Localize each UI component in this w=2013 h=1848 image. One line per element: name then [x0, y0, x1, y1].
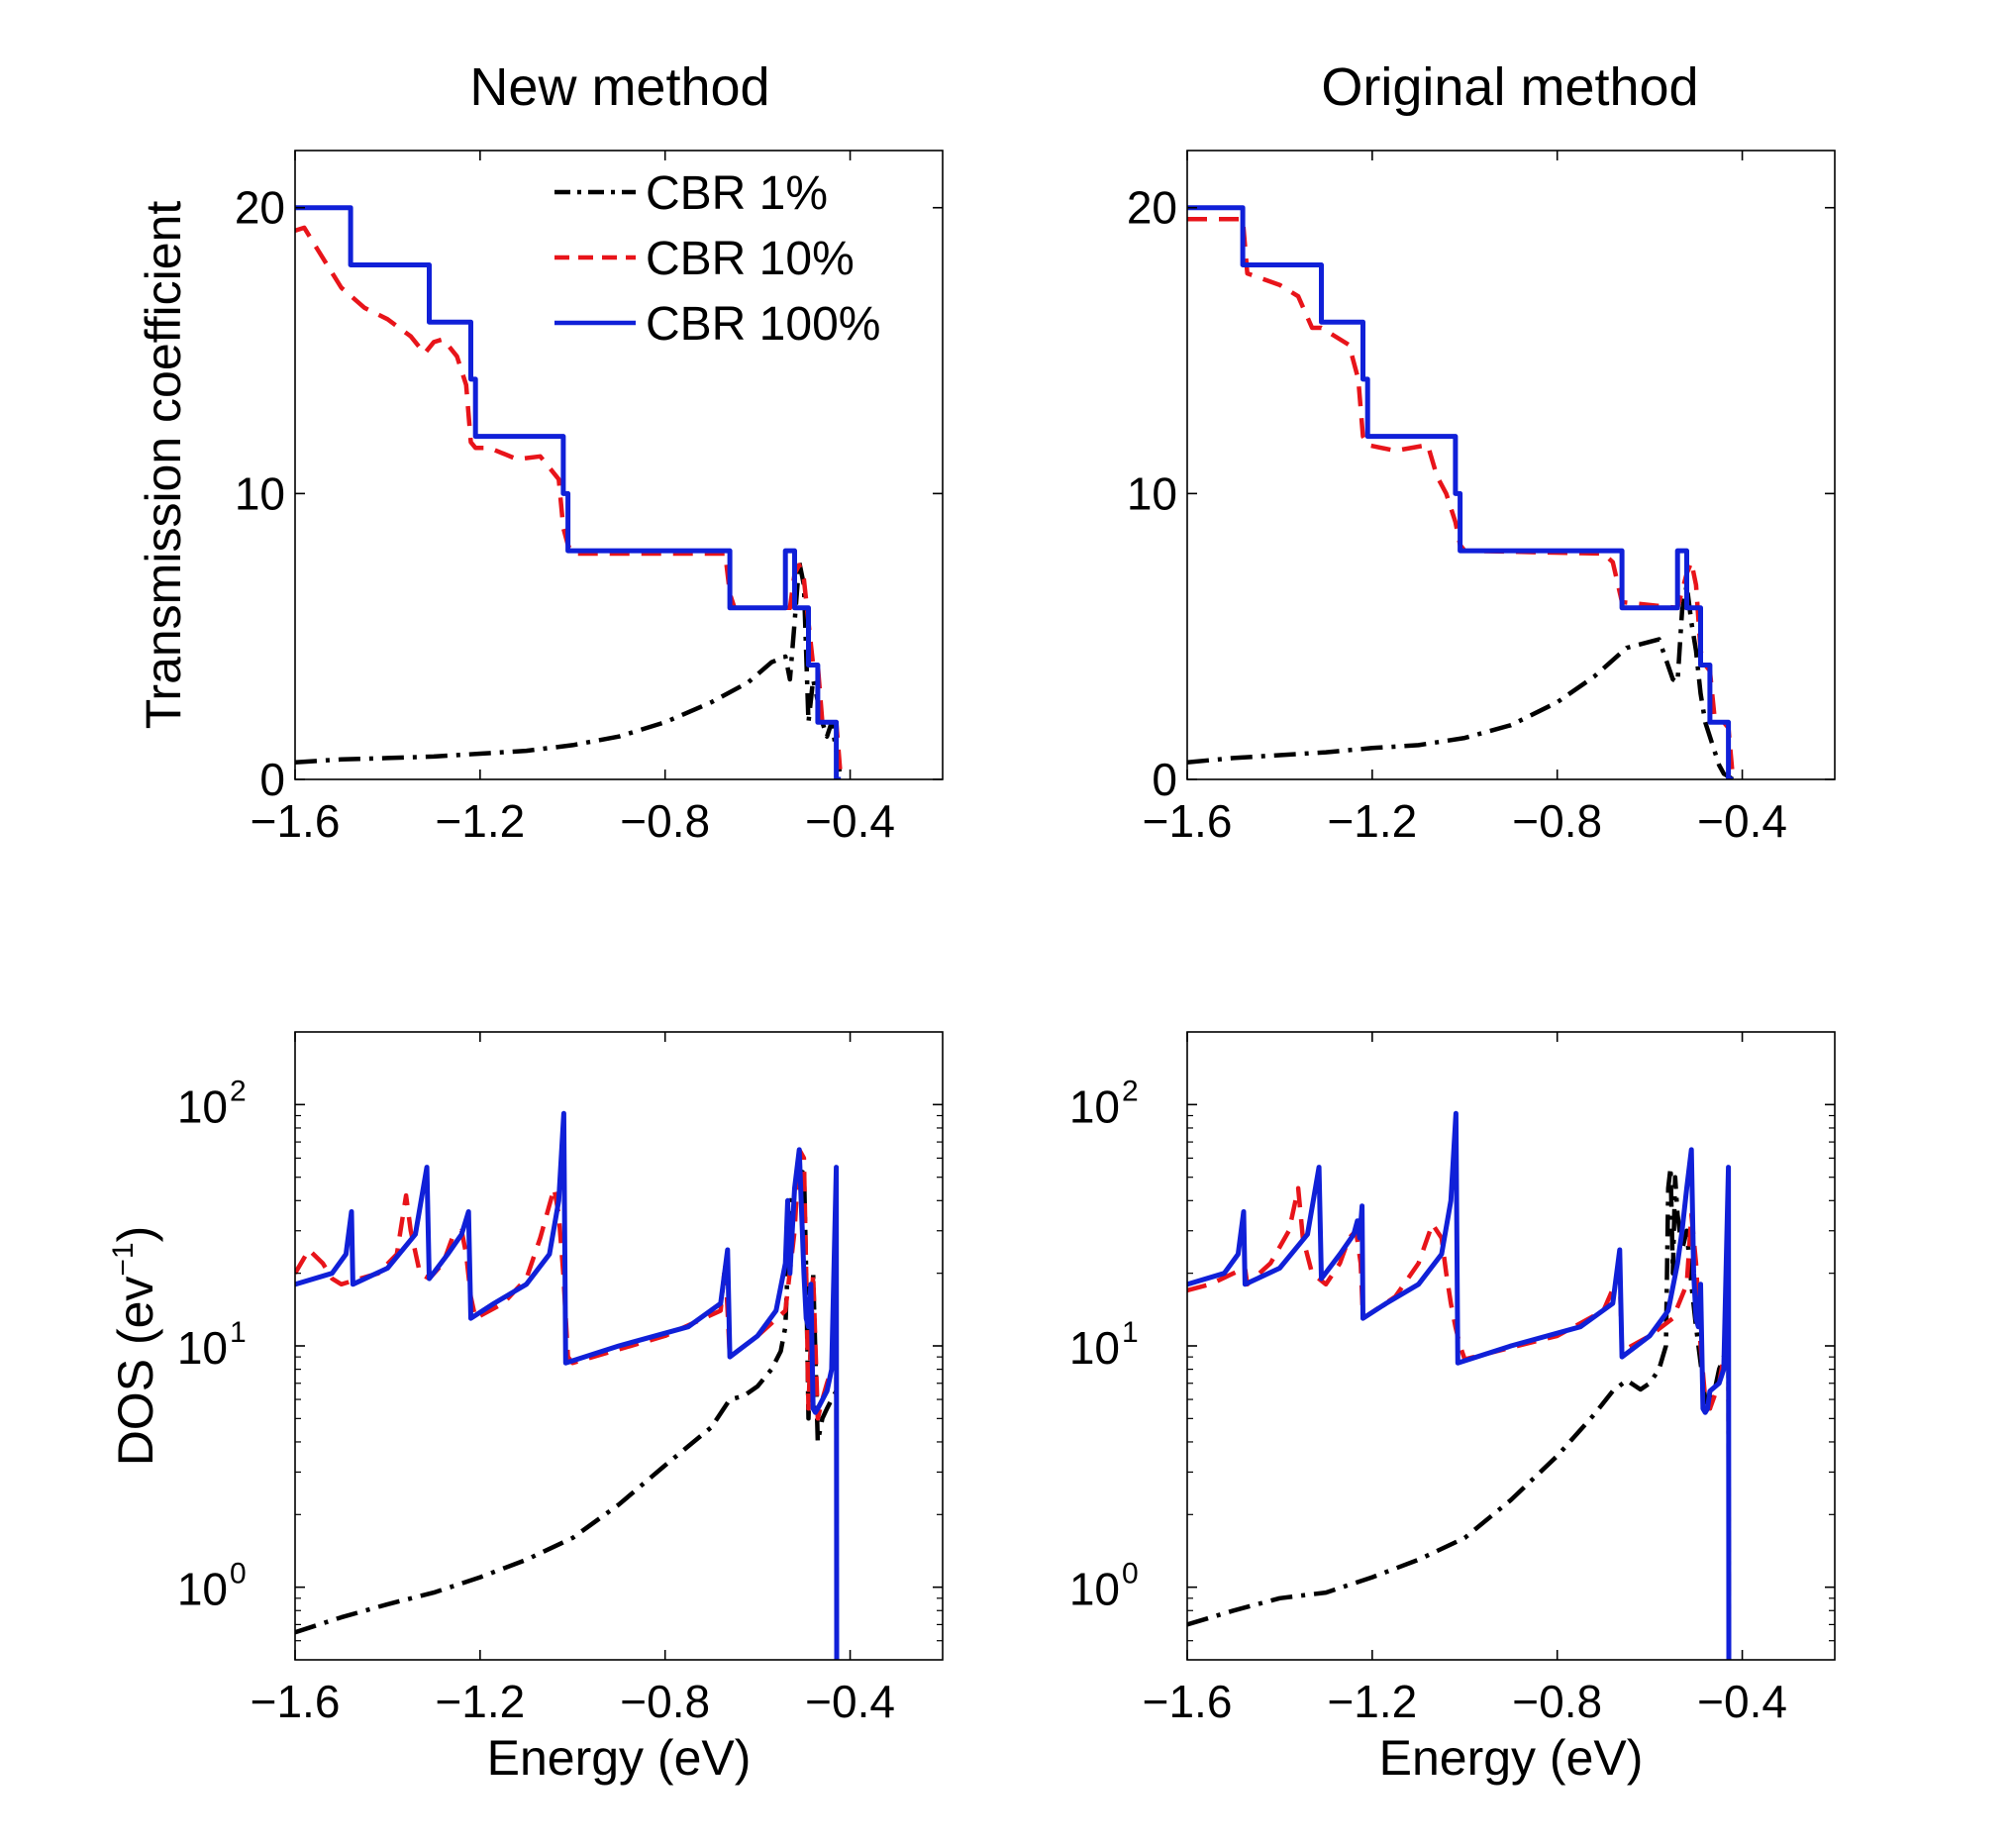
y-tick-label-exponent: 1: [230, 1316, 247, 1349]
y-tick-label: 20: [1127, 182, 1177, 234]
x-tick-label: −1.2: [1327, 1676, 1417, 1727]
x-axis-label: Energy (eV): [1379, 1730, 1644, 1786]
axes-frame: [1186, 150, 1836, 780]
x-tick-label: −1.2: [435, 1676, 525, 1727]
y-tick-label-base: 10: [177, 1080, 228, 1132]
column-title-new-method: New method: [469, 57, 769, 117]
x-tick-label: −1.2: [1327, 795, 1417, 847]
y-tick-label-exponent: 2: [230, 1075, 247, 1107]
series-line-cbr-100-: [295, 205, 842, 779]
y-axis-label: Transmission coefficient: [136, 201, 191, 730]
y-tick-label: 20: [235, 182, 285, 234]
legend: CBR 1% CBR 10% CBR 100%: [554, 167, 880, 351]
x-tick-label: −0.4: [805, 1676, 895, 1727]
series-line-cbr-1-: [295, 560, 844, 779]
legend-label: CBR 1%: [646, 167, 828, 220]
y-tick-label: 0: [1152, 754, 1177, 805]
plot-area: [1187, 205, 1736, 779]
series-line-cbr-100-: [1187, 1110, 1732, 1660]
y-tick-label: 10: [235, 467, 285, 519]
y-tick-label: 0: [259, 754, 285, 805]
series-line-cbr-1-: [295, 1165, 839, 1635]
plot-area: [1187, 1110, 1732, 1660]
plot-area: [295, 1110, 840, 1660]
plot-area: [295, 205, 844, 779]
x-tick-label: −0.8: [620, 1676, 710, 1727]
axes-frame: [294, 150, 944, 780]
series-line-cbr-10-: [295, 225, 844, 779]
x-tick-label: −0.4: [1697, 1676, 1787, 1727]
y-tick-label-base: 10: [177, 1322, 228, 1374]
x-tick-label: −0.8: [1512, 1676, 1602, 1727]
x-tick-label: −0.4: [805, 795, 895, 847]
y-tick-label-base: 10: [177, 1564, 228, 1615]
y-tick-label-exponent: 2: [1122, 1075, 1139, 1107]
legend-label: CBR 100%: [646, 298, 880, 351]
y-axis-label: DOS (ev−1): [107, 1226, 163, 1467]
legend-label: CBR 10%: [646, 233, 855, 285]
series-line-cbr-1-: [1187, 582, 1735, 779]
x-tick-label: −0.4: [1697, 795, 1787, 847]
y-tick-label-exponent: 0: [230, 1558, 247, 1591]
x-tick-label: −1.6: [251, 795, 341, 847]
series-line-cbr-100-: [1187, 205, 1734, 779]
y-tick-label-exponent: 1: [1122, 1316, 1139, 1349]
x-tick-label: −1.6: [251, 1676, 341, 1727]
x-tick-label: −0.8: [1512, 795, 1602, 847]
x-tick-label: −1.6: [1143, 1676, 1233, 1727]
y-tick-label: 10: [1127, 467, 1177, 519]
panel-transmission-original: −1.6 −1.2 −0.8 −0.4 0 10 20: [1127, 150, 1836, 847]
panel-transmission-new: −1.6 −1.2 −0.8 −0.4 0 10 20 Transmission coeffi…: [136, 150, 944, 847]
x-tick-label: −1.2: [435, 795, 525, 847]
x-tick-label: −1.6: [1143, 795, 1233, 847]
column-title-original-method: Original method: [1321, 57, 1698, 117]
y-tick-label-base: 10: [1069, 1564, 1120, 1615]
x-axis-label: Energy (eV): [487, 1730, 752, 1786]
y-tick-label-base: 10: [1069, 1080, 1120, 1132]
x-tick-label: −0.8: [620, 795, 710, 847]
y-tick-label-base: 10: [1069, 1322, 1120, 1374]
series-line-cbr-100-: [295, 1110, 840, 1660]
y-tick-label-exponent: 0: [1122, 1558, 1139, 1591]
